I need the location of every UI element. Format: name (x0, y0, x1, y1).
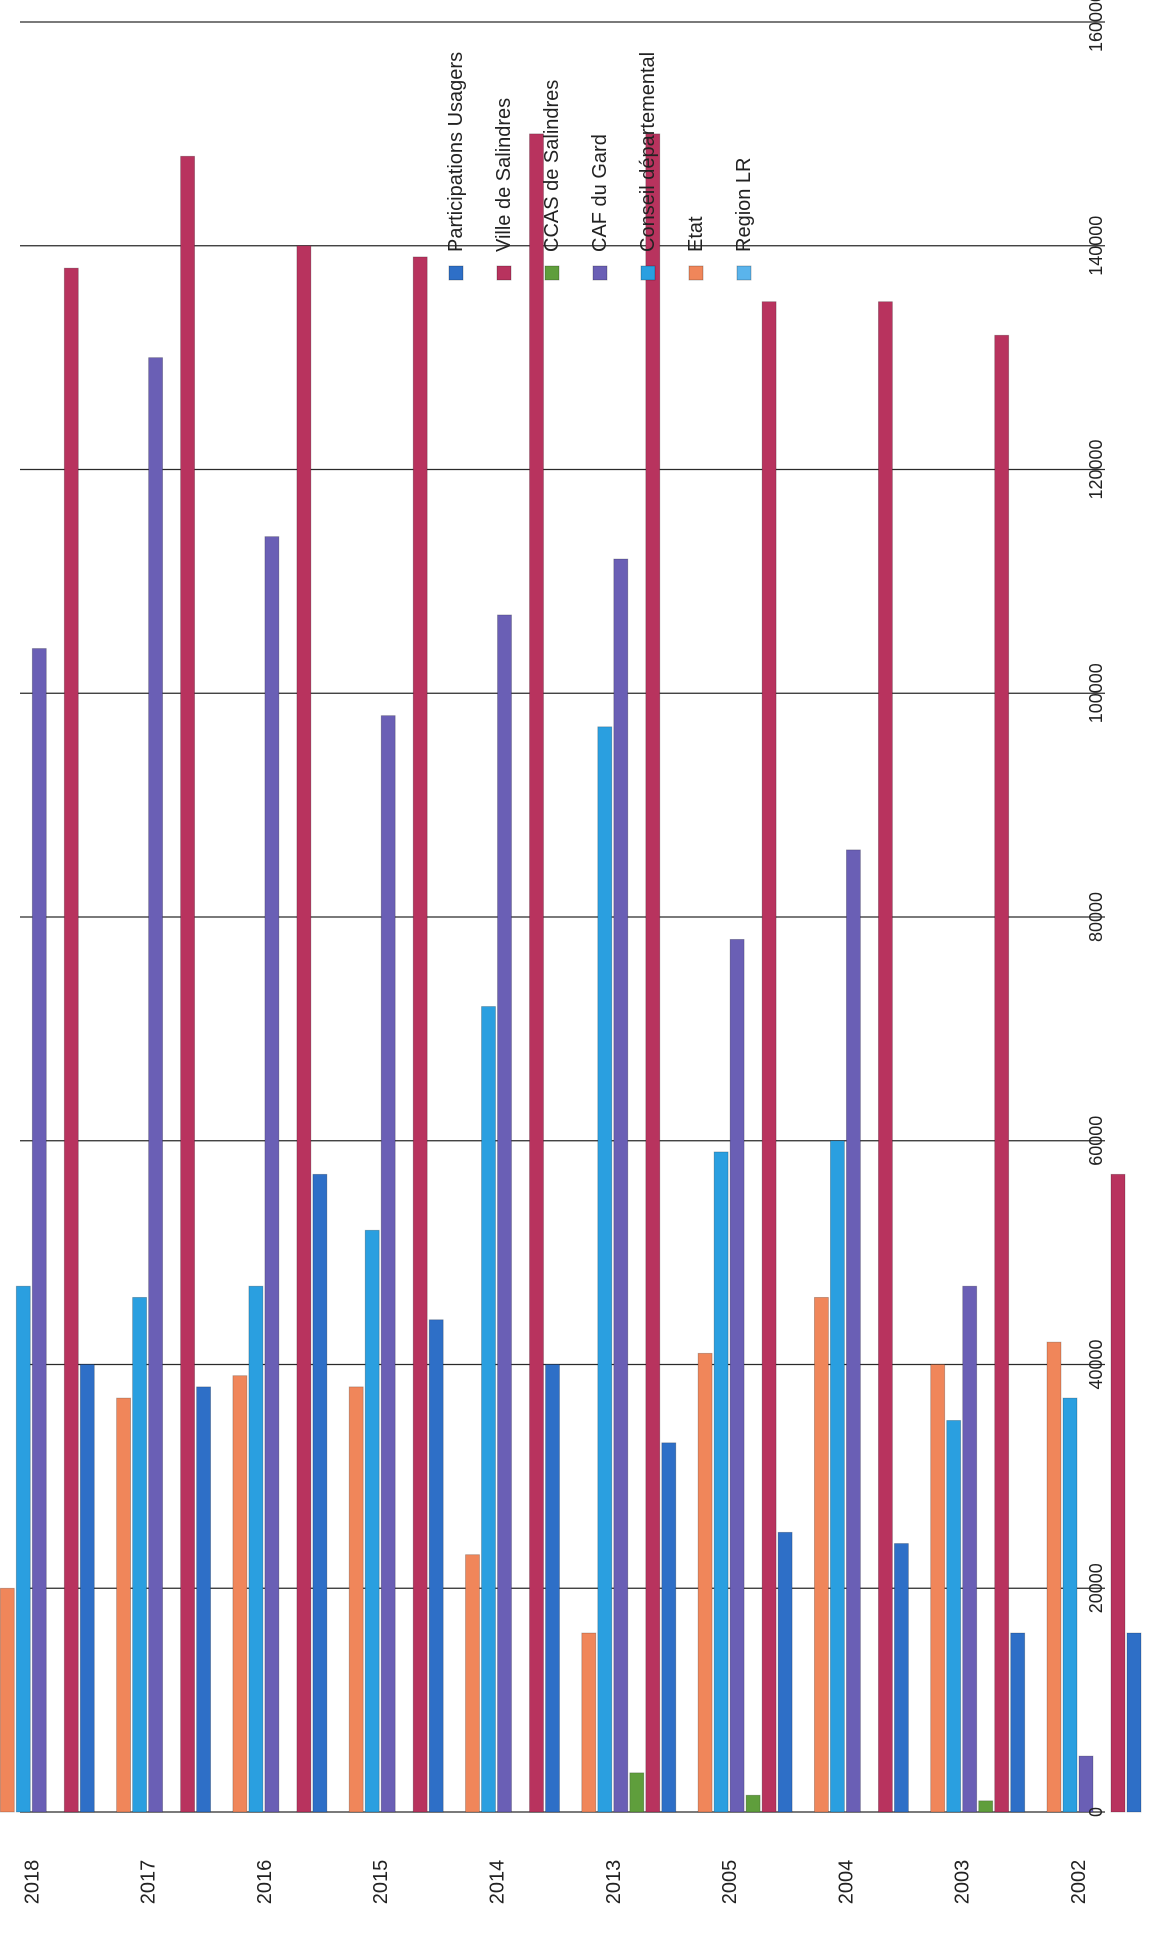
bar (380, 715, 396, 1813)
category-label: 2017 (138, 1860, 160, 1905)
legend-label: CCAS de Salindres (541, 80, 563, 252)
legend-swatch (736, 265, 752, 281)
bar (148, 357, 164, 1813)
bar (814, 1296, 829, 1813)
bar (661, 1442, 677, 1813)
bar (312, 1173, 328, 1813)
bar (978, 1800, 994, 1813)
legend-label: Participations Usagers (445, 52, 467, 252)
legend-label: Etat (685, 216, 707, 252)
value-tick-label: 160000 (1086, 0, 1106, 52)
legend-swatch (544, 265, 560, 281)
bar (761, 301, 777, 1813)
bar (132, 1296, 148, 1813)
bar (946, 1420, 962, 1813)
bar (994, 334, 1010, 1813)
bar (116, 1397, 131, 1813)
bar (428, 1319, 444, 1813)
bar (830, 1140, 845, 1813)
bar (364, 1229, 380, 1813)
bar (713, 1151, 729, 1813)
bar (79, 1364, 95, 1813)
category-label: 2016 (254, 1860, 276, 1905)
bar (348, 1386, 364, 1813)
bar (878, 301, 893, 1813)
bar (962, 1285, 978, 1813)
bar (1110, 1173, 1126, 1813)
bar (894, 1543, 909, 1813)
bar (629, 1772, 645, 1813)
bar (465, 1554, 480, 1813)
bar (264, 536, 280, 1813)
category-label: 2003 (952, 1860, 974, 1905)
category-label: 2015 (370, 1860, 392, 1905)
value-tick-label: 100000 (1086, 663, 1106, 723)
value-tick-label: 40000 (1086, 1339, 1106, 1389)
legend: Participations Usagers Ville de Salindres… (445, 52, 755, 281)
value-tick-label: 0 (1086, 1807, 1106, 1817)
bar (613, 558, 629, 1813)
legend-label: Region LR (733, 157, 755, 252)
bar (481, 1006, 496, 1813)
category-label: 2005 (719, 1860, 741, 1905)
bar (745, 1794, 761, 1813)
legend-label: Conseil départemental (637, 52, 659, 252)
value-tick-label: 20000 (1086, 1563, 1106, 1613)
bar (296, 245, 312, 1813)
bar (232, 1375, 248, 1813)
bar (597, 726, 613, 1813)
bar (1046, 1341, 1062, 1813)
category-axis-labels: 2002 2003 2004 2005 2013 2014 2015 2016 2017 2018… (21, 1860, 1090, 1905)
bar (497, 614, 512, 1813)
bar (248, 1285, 264, 1813)
legend-swatch (688, 265, 704, 281)
bar (15, 1285, 31, 1813)
bar (63, 267, 79, 1813)
category-label: 2018 (21, 1860, 43, 1905)
bar (1062, 1397, 1078, 1813)
category-label: 2014 (487, 1860, 509, 1905)
legend-label: Ville de Salindres (493, 98, 515, 252)
legend-swatch (448, 265, 464, 281)
bar (31, 648, 47, 1813)
bar (412, 256, 428, 1813)
bar (777, 1531, 793, 1813)
category-label: 2013 (603, 1860, 625, 1905)
legend-swatch (640, 265, 656, 281)
value-tick-label: 140000 (1086, 216, 1106, 276)
bar (1126, 1632, 1142, 1813)
value-tick-label: 120000 (1086, 439, 1106, 499)
bar (545, 1364, 560, 1813)
legend-swatch (496, 265, 512, 281)
bar (645, 133, 661, 1813)
bar (581, 1632, 597, 1813)
bar (196, 1386, 212, 1813)
legend-swatch (592, 265, 608, 281)
bar (930, 1364, 946, 1813)
legend-label: CAF du Gard (589, 134, 611, 252)
bar (0, 1587, 15, 1813)
bar (846, 849, 861, 1813)
category-label: 2002 (1068, 1860, 1090, 1905)
category-label: 2004 (835, 1860, 857, 1905)
value-tick-label: 80000 (1086, 892, 1106, 942)
bar (1078, 1755, 1094, 1813)
bar (529, 133, 544, 1813)
value-tick-label: 60000 (1086, 1116, 1106, 1166)
value-axis-ticks: 0 20000 40000 60000 80000 100000 120000 140000 1… (1086, 0, 1106, 1817)
bar (180, 155, 196, 1813)
bar (697, 1352, 713, 1813)
bar (1010, 1632, 1026, 1813)
bar (729, 938, 745, 1813)
bars (0, 133, 1142, 1813)
